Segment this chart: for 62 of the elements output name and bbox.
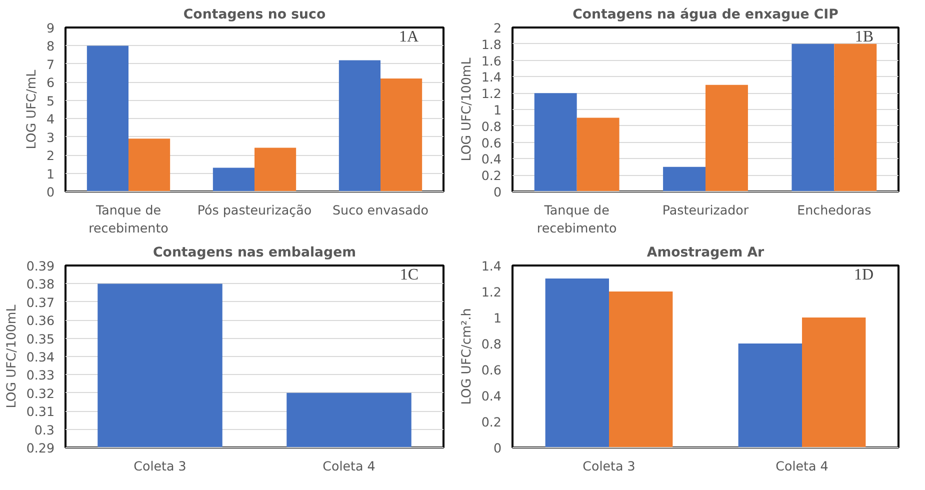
x-tick-label: Coleta 3 bbox=[134, 458, 186, 474]
y-tick-label: 0.4 bbox=[481, 152, 502, 167]
x-tick-label: Tanque de recebimento bbox=[88, 202, 169, 236]
annotation: 1D bbox=[854, 266, 874, 284]
y-tick-label: 2 bbox=[493, 20, 502, 36]
y-tick-label: 0.35 bbox=[26, 331, 55, 346]
y-tick-label: 1.6 bbox=[481, 53, 502, 68]
y-tick-label: 2 bbox=[46, 148, 55, 164]
y-tick-label: 0.38 bbox=[26, 276, 55, 292]
y-tick-label: 0.8 bbox=[481, 118, 502, 134]
y-tick-label: 0.8 bbox=[481, 336, 502, 352]
y-tick-label: 1 bbox=[493, 102, 502, 118]
y-tick-label: 1.4 bbox=[481, 258, 502, 274]
y-tick-label: 3 bbox=[46, 130, 55, 145]
y-axis-title: LOG UFC/cm².h bbox=[458, 308, 474, 405]
annotation: 1C bbox=[400, 266, 418, 284]
x-tick-label: Coleta 4 bbox=[776, 458, 828, 474]
x-tick-label: Coleta 4 bbox=[322, 458, 376, 474]
y-tick-label: 0.2 bbox=[481, 414, 502, 430]
x-tick-label: Suco envasado bbox=[332, 202, 429, 218]
y-tick-label: 0.6 bbox=[481, 135, 502, 150]
y-tick-label: 8 bbox=[46, 38, 55, 54]
chart-title: Contagens nas embalagem bbox=[153, 246, 356, 260]
x-tick-label: Enchedoras bbox=[797, 202, 872, 218]
y-tick-label: 0.2 bbox=[481, 168, 502, 184]
y-axis-title: LOG UFC/mL bbox=[23, 70, 38, 150]
chart-title: Contagens no suco bbox=[183, 8, 326, 22]
y-tick-label: 1 bbox=[46, 166, 55, 182]
y-tick-label: 0.29 bbox=[26, 440, 55, 456]
x-tick-label: Pós pasteurização bbox=[197, 202, 312, 218]
y-tick-label: 0.6 bbox=[481, 362, 502, 378]
annotation: 1A bbox=[398, 28, 419, 46]
y-tick-label: 0.33 bbox=[26, 368, 55, 383]
x-tick-label: Tanque de recebimento bbox=[536, 202, 618, 236]
y-tick-label: 0.31 bbox=[26, 404, 55, 420]
annotation: 1B bbox=[854, 28, 874, 46]
y-tick-label: 1.4 bbox=[481, 70, 502, 85]
y-tick-label: 0.39 bbox=[26, 258, 55, 274]
y-tick-label: 0.37 bbox=[26, 294, 55, 310]
chart-title: Amostragem Ar bbox=[646, 246, 765, 260]
x-tick-label: Pasteurizador bbox=[662, 202, 750, 218]
y-tick-label: 4 bbox=[46, 112, 55, 127]
y-tick-label: 0.36 bbox=[26, 313, 55, 328]
y-tick-label: 1 bbox=[493, 310, 502, 326]
y-tick-label: 0 bbox=[493, 184, 502, 200]
y-tick-label: 1.8 bbox=[481, 36, 502, 52]
chart-title: Contagens na água de enxague CIP bbox=[572, 8, 839, 22]
y-tick-label: 7 bbox=[46, 56, 55, 72]
y-tick-label: 6 bbox=[46, 75, 55, 90]
y-tick-label: 5 bbox=[46, 93, 55, 108]
y-tick-label: 0.34 bbox=[26, 350, 55, 364]
y-tick-label: 0.4 bbox=[481, 388, 502, 404]
y-tick-label: 0.32 bbox=[26, 386, 55, 401]
y-axis-title: LOG UFC/100mL bbox=[3, 304, 18, 408]
y-axis-title: LOG UFC/100mL bbox=[458, 58, 474, 162]
y-tick-label: 9 bbox=[46, 20, 55, 36]
y-tick-label: 0.3 bbox=[34, 422, 55, 438]
y-tick-label: 1.2 bbox=[481, 86, 502, 102]
y-tick-label: 0 bbox=[493, 440, 502, 456]
x-tick-label: Coleta 3 bbox=[582, 458, 636, 474]
y-tick-label: 1.2 bbox=[481, 284, 502, 300]
y-tick-label: 0 bbox=[46, 184, 55, 200]
